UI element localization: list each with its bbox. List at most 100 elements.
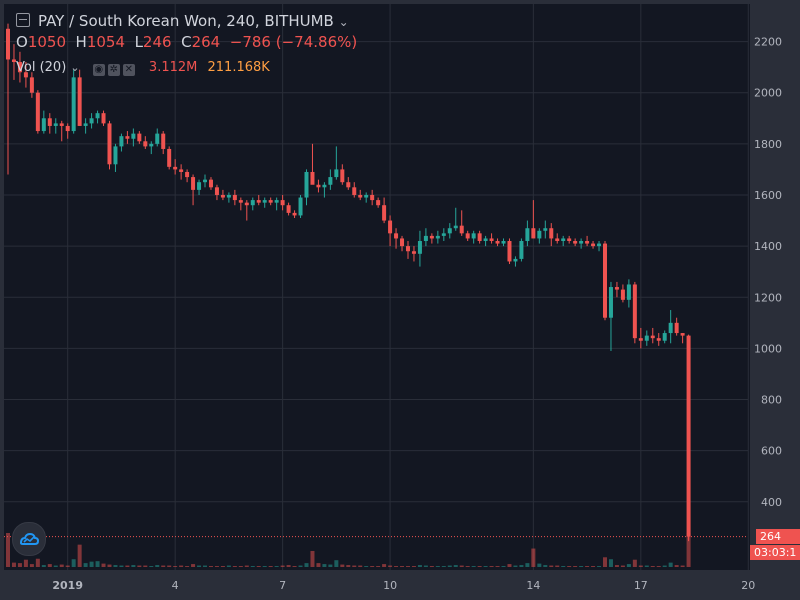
y-tick-label: 600: [761, 445, 782, 458]
volume-bar: [47, 564, 52, 567]
candle-body: [591, 243, 596, 247]
eye-icon[interactable]: ◉: [92, 64, 105, 76]
volume-bar: [459, 565, 464, 567]
candle-body: [489, 238, 494, 242]
candle-body: [244, 202, 249, 206]
candle-body: [376, 200, 381, 206]
candle-body: [364, 194, 369, 198]
hamburger-icon[interactable]: [16, 13, 30, 27]
candle-body: [173, 166, 178, 170]
candle-body: [465, 233, 470, 239]
high-value: 1054: [86, 33, 126, 51]
volume-bar: [53, 565, 58, 567]
volume-bar: [417, 565, 422, 567]
volume-bar: [614, 565, 619, 567]
volume-bar: [226, 565, 231, 567]
volume-bar: [680, 565, 685, 567]
candle-body: [208, 179, 213, 188]
candle-body: [262, 200, 267, 203]
candle-body: [6, 28, 10, 60]
candle-body: [250, 200, 255, 206]
candle-body: [632, 284, 637, 339]
candle-body: [77, 77, 82, 126]
countdown-tag: 03:03:1: [750, 545, 800, 560]
candle-body: [686, 335, 691, 537]
volume-bar: [549, 565, 554, 567]
volume-bar: [668, 562, 673, 567]
candlestick-chart[interactable]: 4006008001000120014001600180020002200201…: [4, 4, 782, 592]
candle-body: [286, 205, 291, 213]
candle-body: [137, 133, 142, 142]
volume-bar: [483, 566, 488, 567]
volume-bar: [603, 557, 607, 567]
volume-bar: [626, 564, 631, 567]
candle-body: [370, 194, 375, 201]
candle-body: [143, 141, 148, 147]
close-icon[interactable]: ✕: [122, 64, 135, 76]
volume-bar: [525, 563, 530, 567]
volume-bar: [328, 564, 333, 567]
candle-body: [179, 169, 184, 172]
volume-bar: [131, 565, 136, 567]
candle-body: [680, 333, 685, 336]
y-tick-label: 1800: [754, 138, 782, 151]
volume-bar: [531, 548, 536, 567]
volume-bar: [83, 563, 88, 567]
candle-body: [585, 241, 590, 244]
volume-bar: [495, 566, 500, 567]
candle-body: [471, 233, 476, 239]
volume-bar: [519, 565, 524, 567]
y-tick-label: 2000: [754, 87, 782, 100]
candle-body: [614, 287, 619, 290]
volume-bar: [173, 566, 178, 567]
volume-bar: [65, 565, 70, 567]
volume-bar: [244, 565, 249, 567]
chevron-down-icon[interactable]: ⌄: [70, 61, 80, 74]
y-tick-label: 1200: [754, 291, 782, 304]
candle-body: [638, 338, 643, 341]
chart-plot-area[interactable]: 400 600 800 1000 1200 1400 1600 1800 2000 2200 201…: [4, 4, 782, 592]
chevron-down-icon[interactable]: ⌄: [338, 15, 349, 29]
volume-bar: [113, 565, 118, 567]
open-label: O: [16, 33, 28, 51]
candle-body: [214, 187, 219, 195]
candle-body: [644, 335, 649, 341]
candle-body: [185, 171, 190, 178]
candle-body: [620, 289, 625, 300]
symbol-legend[interactable]: PAY / South Korean Won, 240, BITHUMB ⌄: [16, 12, 349, 30]
x-tick-label: 7: [279, 579, 286, 592]
volume-bar: [638, 565, 643, 567]
volume-bar: [256, 566, 261, 567]
candle-body: [394, 233, 399, 239]
cloud-logo-icon[interactable]: [12, 522, 46, 556]
candle-body: [573, 241, 578, 244]
candle-body: [388, 220, 393, 234]
x-tick-label: 20: [741, 579, 755, 592]
volume-bar: [382, 564, 387, 567]
volume-bar: [405, 566, 410, 567]
volume-bar: [477, 566, 482, 567]
symbol-title: PAY / South Korean Won, 240, BITHUMB: [38, 12, 334, 30]
candle-body: [531, 228, 536, 239]
candle-body: [513, 258, 518, 262]
volume-bar: [107, 564, 112, 567]
volume-bar: [632, 559, 637, 567]
volume-bar: [388, 565, 393, 567]
settings-icon[interactable]: ✲: [107, 64, 120, 76]
volume-bar: [340, 564, 345, 567]
volume-legend[interactable]: Vol (20) ⌄ ◉ ✲ ✕ 3.112M 211.168K: [16, 60, 270, 76]
volume-bar: [656, 566, 661, 567]
x-tick-label: 10: [383, 579, 397, 592]
volume-bar: [197, 565, 202, 567]
volume-bar: [591, 566, 596, 567]
candle-body: [125, 136, 130, 139]
volume-bar: [250, 566, 255, 567]
volume-bar: [608, 559, 613, 567]
volume-bar: [280, 565, 285, 567]
candle-body: [537, 230, 542, 239]
volume-bar: [423, 565, 428, 567]
volume-bar: [352, 565, 357, 567]
candle-body: [626, 284, 631, 300]
volume-bar: [203, 565, 208, 567]
volume-bar: [573, 566, 578, 567]
